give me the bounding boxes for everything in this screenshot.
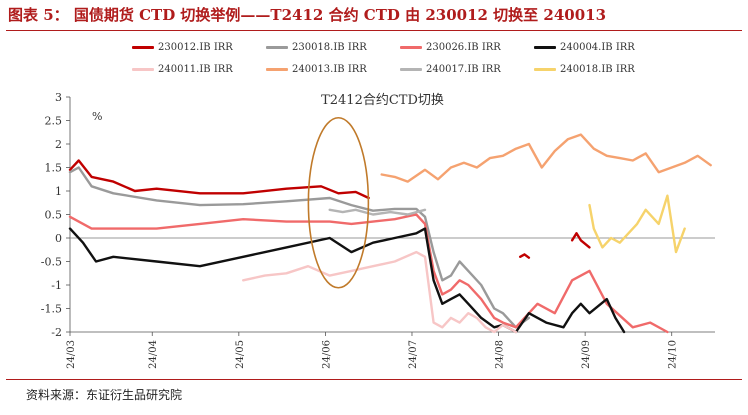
legend-item: 240017.IB IRR [400, 64, 501, 75]
source-note: 资料来源：东证衍生品研究院 [26, 388, 183, 402]
title-rule [6, 30, 742, 31]
y-tick-label: 2.5 [45, 115, 63, 128]
legend-swatch [132, 46, 154, 49]
legend-label: 240011.IB IRR [158, 64, 233, 75]
y-tick-label: 0.5 [45, 209, 63, 222]
y-tick-label: -0.5 [41, 256, 62, 269]
legend-swatch [266, 68, 288, 71]
y-tick-label: 0 [55, 232, 62, 245]
irr-line-chart: -2 -1.5 -1 -0.5 0 0.5 1 1.5 2 2.5 3% T2412合约CTD切换 24… [41, 91, 715, 369]
y-tick-label: -1.5 [41, 303, 62, 316]
series-line [68, 166, 531, 329]
legend-label: 240013.IB IRR [292, 64, 367, 75]
legend-swatch [266, 46, 288, 49]
y-tick-label: 2 [55, 138, 62, 151]
legend-label: 230012.IB IRR [158, 42, 233, 53]
y-tick-label: -2 [51, 326, 62, 339]
figure-title: 图表 5： 国债期货 CTD 切换举例——T2412 合约 CTD 由 2300… [8, 6, 607, 24]
legend-label: 240017.IB IRR [426, 64, 501, 75]
x-tick-label: 24/04 [148, 340, 159, 369]
legend-swatch [400, 68, 422, 71]
x-tick-label: 24/05 [235, 340, 246, 369]
legend-item: 230026.IB IRR [400, 42, 501, 53]
y-unit-label: % [92, 110, 102, 123]
series-line [570, 232, 591, 249]
legend-swatch [132, 68, 154, 71]
x-tick-label: 24/03 [66, 340, 77, 369]
legend-label: 230018.IB IRR [292, 42, 367, 53]
x-tick-label: 24/06 [321, 340, 332, 369]
legend-item: 240004.IB IRR [534, 42, 635, 53]
highlight-ellipse [307, 116, 370, 289]
series-line [519, 253, 531, 259]
legend-item: 240011.IB IRR [132, 64, 233, 75]
x-tick-label: 24/07 [408, 340, 419, 369]
legend-item: 240018.IB IRR [534, 64, 635, 75]
legend-swatch [400, 46, 422, 49]
legend: 230012.IB IRR 230018.IB IRR 230026.IB IR… [0, 42, 748, 86]
chart-title: T2412合约CTD切换 [321, 93, 444, 108]
x-tick-label: 24/09 [581, 340, 592, 369]
legend-item: 240013.IB IRR [266, 64, 367, 75]
series-line [380, 133, 712, 183]
series-line [242, 250, 518, 334]
x-tick-label: 24/08 [495, 340, 506, 369]
legend-label: 240018.IB IRR [560, 64, 635, 75]
legend-swatch [534, 68, 556, 71]
y-tick-label: 3 [55, 91, 62, 104]
legend-swatch [534, 46, 556, 49]
series-line [588, 194, 686, 254]
series-line [328, 208, 427, 216]
y-tick-label: -1 [51, 279, 62, 292]
y-tick-label: 1 [55, 185, 62, 198]
y-tick-label: 1.5 [45, 162, 63, 175]
series-line [68, 159, 370, 200]
x-tick-label: 24/10 [668, 340, 679, 369]
source-rule [6, 379, 742, 380]
series-line [68, 227, 626, 334]
legend-label: 240004.IB IRR [560, 42, 635, 53]
legend-label: 230026.IB IRR [426, 42, 501, 53]
series-line [68, 213, 669, 334]
legend-item: 230018.IB IRR [266, 42, 367, 53]
legend-item: 230012.IB IRR [132, 42, 233, 53]
